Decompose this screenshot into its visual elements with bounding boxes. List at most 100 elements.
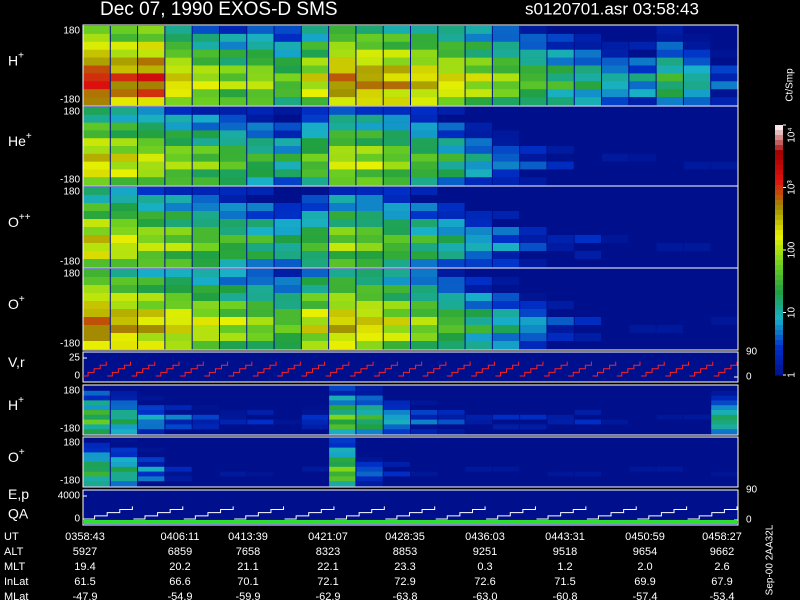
cell — [656, 203, 683, 212]
cell — [192, 301, 219, 310]
cell — [274, 153, 301, 162]
cell — [465, 219, 492, 228]
time-bin — [301, 269, 329, 350]
cell — [629, 41, 656, 50]
cell — [547, 219, 574, 228]
time-bin — [520, 26, 547, 106]
cell — [602, 169, 629, 178]
cell — [165, 243, 192, 252]
step-curve — [183, 506, 234, 520]
cell — [329, 452, 356, 458]
cell — [438, 309, 465, 318]
cell — [83, 317, 110, 326]
cell — [247, 138, 274, 147]
cell — [411, 122, 438, 131]
cell — [683, 466, 711, 472]
time-bin — [492, 438, 520, 487]
cell — [629, 153, 656, 162]
cell — [138, 49, 165, 58]
time-bin — [138, 107, 165, 186]
cell — [83, 41, 110, 50]
cell — [247, 462, 274, 468]
time-bin — [110, 107, 138, 186]
colorbar-segment — [775, 210, 783, 216]
cell — [656, 317, 683, 326]
cell — [138, 325, 165, 334]
cell — [329, 235, 356, 244]
cell — [683, 187, 711, 196]
cell — [547, 341, 574, 350]
cell — [520, 317, 547, 326]
cell — [219, 317, 247, 326]
cell — [83, 293, 110, 302]
cell — [574, 333, 602, 342]
cell — [547, 269, 574, 278]
colorbar-segment — [775, 250, 783, 256]
cell — [192, 177, 219, 186]
cell — [383, 471, 410, 477]
cell — [411, 65, 438, 74]
cell — [547, 195, 574, 204]
cell — [465, 405, 492, 411]
cell — [138, 471, 165, 477]
cell — [383, 414, 410, 420]
cell — [192, 57, 219, 66]
cell — [329, 73, 356, 82]
panel-frame — [82, 267, 739, 351]
cell — [329, 187, 356, 196]
cell — [656, 235, 683, 244]
table-cell: 0436:03 — [465, 531, 505, 543]
cell — [329, 424, 356, 430]
cell — [192, 73, 219, 82]
cell — [329, 277, 356, 286]
cell — [301, 293, 329, 302]
cell — [192, 452, 219, 458]
cell — [711, 424, 738, 430]
cell — [411, 325, 438, 334]
cell — [629, 57, 656, 66]
cell — [520, 325, 547, 334]
cell — [438, 243, 465, 252]
cell — [83, 243, 110, 252]
cell — [138, 153, 165, 162]
cell — [192, 219, 219, 228]
cell — [165, 89, 192, 98]
cell — [411, 424, 438, 430]
cell — [83, 471, 110, 477]
cell — [547, 429, 574, 435]
cell — [492, 400, 520, 406]
cell — [110, 285, 138, 294]
cell — [110, 153, 138, 162]
table-cell: 7658 — [236, 546, 260, 558]
cell — [192, 285, 219, 294]
cell — [629, 390, 656, 396]
cell — [356, 227, 383, 236]
cell — [411, 33, 438, 43]
time-bin — [602, 438, 629, 487]
cell — [83, 424, 110, 430]
cell — [602, 285, 629, 294]
cell — [492, 235, 520, 244]
cell — [438, 341, 465, 350]
cell — [247, 442, 274, 448]
cell — [219, 277, 247, 286]
cell — [165, 462, 192, 468]
cell — [411, 49, 438, 58]
cell — [274, 81, 301, 90]
cell — [656, 429, 683, 435]
cell — [301, 386, 329, 392]
cell — [192, 293, 219, 302]
cell — [110, 259, 138, 268]
cell — [192, 122, 219, 131]
cell — [165, 138, 192, 147]
colorbar-segment — [775, 215, 783, 221]
cell — [629, 277, 656, 286]
cell — [574, 341, 602, 350]
cell — [520, 309, 547, 318]
cell — [711, 89, 738, 98]
time-bin — [356, 386, 383, 435]
cell — [492, 424, 520, 430]
cell — [329, 429, 356, 435]
cell — [629, 33, 656, 43]
time-bin — [520, 107, 547, 186]
